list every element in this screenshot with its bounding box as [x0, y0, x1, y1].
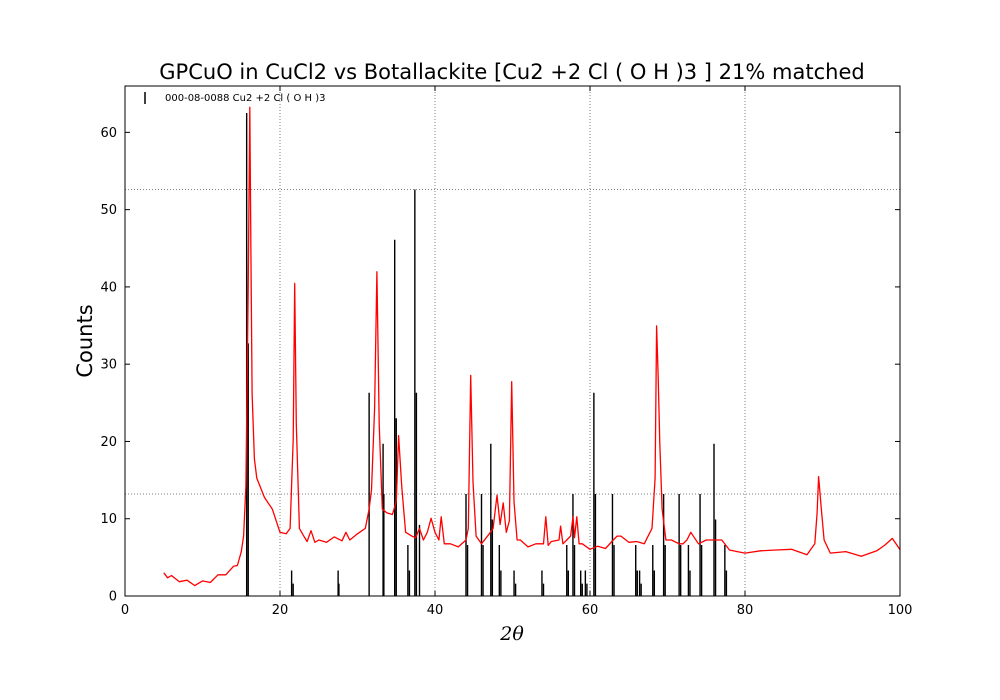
y-tick-label: 20	[100, 435, 117, 450]
x-tick-label: 20	[272, 603, 289, 618]
plot-background	[125, 86, 900, 596]
x-axis-label: 2θ	[499, 623, 524, 645]
grid-layer	[125, 86, 900, 596]
measured-series-line	[163, 106, 901, 587]
y-tick-label: 30	[100, 358, 117, 373]
y-tick-label: 40	[100, 280, 117, 295]
tick-layer: 0 20 40 60 80 100 0 10 20 30 40 50 60	[100, 86, 912, 618]
x-tick-label: 80	[737, 603, 754, 618]
y-tick-label: 0	[109, 590, 117, 605]
plot-frame	[124, 85, 901, 597]
x-tick-label: 40	[427, 603, 444, 618]
x-tick-label: 60	[582, 603, 599, 618]
chart-title: GPCuO in CuCl2 vs Botallackite [Cu2 +2 C…	[159, 60, 864, 84]
x-tick-label: 0	[121, 603, 129, 618]
plot-area	[124, 85, 901, 597]
y-axis-label: Counts	[73, 304, 97, 377]
y-tick-label: 50	[100, 203, 117, 218]
measured-pattern-layer	[163, 106, 901, 587]
legend: 000-08-0088 Cu2 +2 Cl ( O H )3	[144, 92, 325, 104]
x-tick-label: 100	[888, 603, 913, 618]
y-tick-label: 10	[100, 512, 117, 527]
y-tick-label: 60	[100, 126, 117, 141]
legend-label: 000-08-0088 Cu2 +2 Cl ( O H )3	[165, 93, 325, 104]
